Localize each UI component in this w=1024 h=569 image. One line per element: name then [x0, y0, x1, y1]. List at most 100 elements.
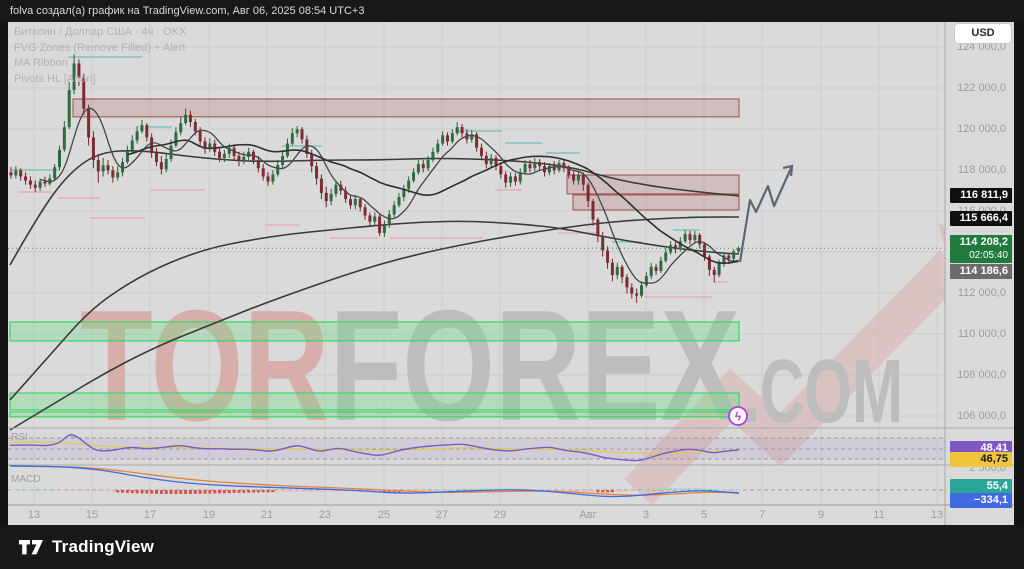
macd-hist-bar — [659, 488, 663, 490]
fvg-zone-bullish[interactable] — [9, 392, 740, 411]
macd-hist-bar — [281, 490, 285, 493]
macd-hist-bar — [164, 490, 168, 494]
macd-hist-bar — [198, 490, 202, 494]
indicator-pivots-hl[interactable]: Pivots HL [Anan] — [14, 72, 96, 85]
candle-body — [358, 199, 362, 208]
macd-hist-bar — [213, 490, 217, 494]
candle-body — [610, 262, 614, 276]
indicator-ma-ribbon[interactable]: MA Ribbon — [14, 57, 68, 69]
candle-body — [683, 233, 687, 242]
candle-body — [441, 135, 445, 144]
candle-body — [426, 160, 430, 169]
macd-hist-bar — [630, 490, 634, 491]
fvg-zone-bearish[interactable] — [566, 174, 740, 195]
time-axis-label: 13 — [930, 509, 944, 521]
macd-hist-bar — [654, 488, 658, 490]
macd-hist-bar — [62, 490, 66, 491]
macd-hist-bar — [310, 490, 314, 492]
macd-hist-bar — [266, 490, 270, 493]
macd-hist-bar — [339, 490, 343, 492]
candle-body — [184, 114, 188, 124]
macd-hist-bar — [669, 487, 673, 490]
candle-body — [339, 184, 343, 191]
tradingview-wordmark[interactable]: TradingView — [52, 537, 155, 556]
watermark-text-com: .COM — [743, 342, 903, 442]
candle-body — [664, 252, 668, 261]
ma-medium-line — [127, 139, 739, 264]
candle-body — [625, 277, 629, 288]
candle-body — [87, 108, 91, 138]
fvg-zone-bearish[interactable] — [72, 98, 740, 118]
macd-hist-bar — [644, 489, 648, 491]
macd-hist-bar — [586, 490, 590, 493]
candle-body — [319, 178, 323, 193]
candle-body — [654, 266, 658, 271]
candle-body — [717, 262, 721, 276]
price-scale-label: 120 000,0 — [957, 123, 1006, 135]
indicator-fvg-zones[interactable]: FVG Zones (Remove Filled) + Alert — [14, 41, 186, 54]
price-scale-label: 112 000,0 — [957, 287, 1006, 299]
last-price-badge: 114 208,2 02:05:40 — [950, 235, 1012, 263]
time-axis-label: 29 — [493, 509, 507, 521]
candle-body — [188, 114, 192, 123]
macd-hist-bar — [125, 490, 129, 493]
projection-arrow-drawing[interactable] — [738, 165, 794, 263]
price-scale-label: 108 000,0 — [957, 369, 1006, 381]
rsi-ma-value-badge: 46,75 — [950, 452, 1012, 467]
time-axis-label: 21 — [260, 509, 274, 521]
macd-hist-bar — [155, 490, 158, 494]
chart-area[interactable]: TORFOREX .COM ϟ RSI MACD Биткоин / Доллар СШ… — [8, 22, 1014, 525]
alert-lightning-badge[interactable] — [728, 406, 748, 426]
candle-body — [67, 90, 71, 128]
candle-body — [72, 63, 76, 91]
tradingview-logo-icon[interactable] — [18, 536, 44, 558]
macd-hist-bar — [416, 490, 420, 492]
candle-body — [38, 181, 42, 188]
macd-hist-bar — [271, 490, 275, 493]
macd-hist-bar — [276, 490, 280, 493]
time-axis-label: Авг — [579, 509, 597, 521]
candle-body — [247, 151, 251, 157]
candle-body — [242, 156, 246, 162]
macd-hist-bar — [494, 488, 498, 490]
currency-usd-button[interactable]: USD — [955, 24, 1011, 43]
fast-ma-badge: 114 186,6 — [950, 264, 1012, 279]
projection-arrowhead — [782, 164, 794, 177]
macd-value-badge: −334,1 — [950, 493, 1012, 508]
candle-body — [460, 127, 464, 134]
macd-hist-bar — [252, 490, 255, 493]
candle-body — [392, 205, 396, 215]
macd-pane-label[interactable]: MACD — [11, 474, 40, 485]
candle-body — [193, 122, 197, 132]
macd-hist-bar — [53, 490, 57, 491]
candle-body — [227, 147, 231, 154]
fvg-zone-bearish[interactable] — [572, 194, 740, 211]
candle-body — [174, 132, 178, 146]
rsi-line — [9, 434, 740, 462]
macd-hist-bar — [285, 490, 289, 493]
fvg-zone-bullish[interactable] — [9, 411, 740, 418]
macd-line — [9, 465, 740, 498]
candle-body — [125, 150, 129, 163]
footer-bar: TradingView — [0, 525, 1024, 569]
macd-hist-bar — [305, 490, 309, 492]
candle-body — [334, 184, 338, 194]
rsi-pane-label[interactable]: RSI — [11, 432, 28, 443]
macd-hist-bar — [378, 490, 382, 493]
candle-body — [208, 143, 212, 149]
lightning-icon: ϟ — [735, 410, 742, 424]
candle-body — [693, 235, 697, 241]
time-axis-label: 17 — [143, 509, 157, 521]
candle-body — [179, 123, 183, 133]
macd-hist-bar — [174, 490, 178, 494]
candle-body — [523, 164, 527, 173]
macd-hist-bar — [576, 490, 580, 492]
fvg-zone-bullish[interactable] — [9, 321, 740, 342]
legend: Биткоин / Доллар США · 4ч · OKX FVG Zone… — [14, 25, 186, 87]
ma-ribbon-1-badge: 116 811,9 — [950, 188, 1012, 203]
macd-hist-bar — [111, 490, 115, 493]
macd-hist-bar — [484, 488, 488, 490]
symbol-title[interactable]: Биткоин / Доллар США · 4ч · OKX — [14, 26, 187, 38]
macd-hist-bar — [499, 488, 503, 490]
